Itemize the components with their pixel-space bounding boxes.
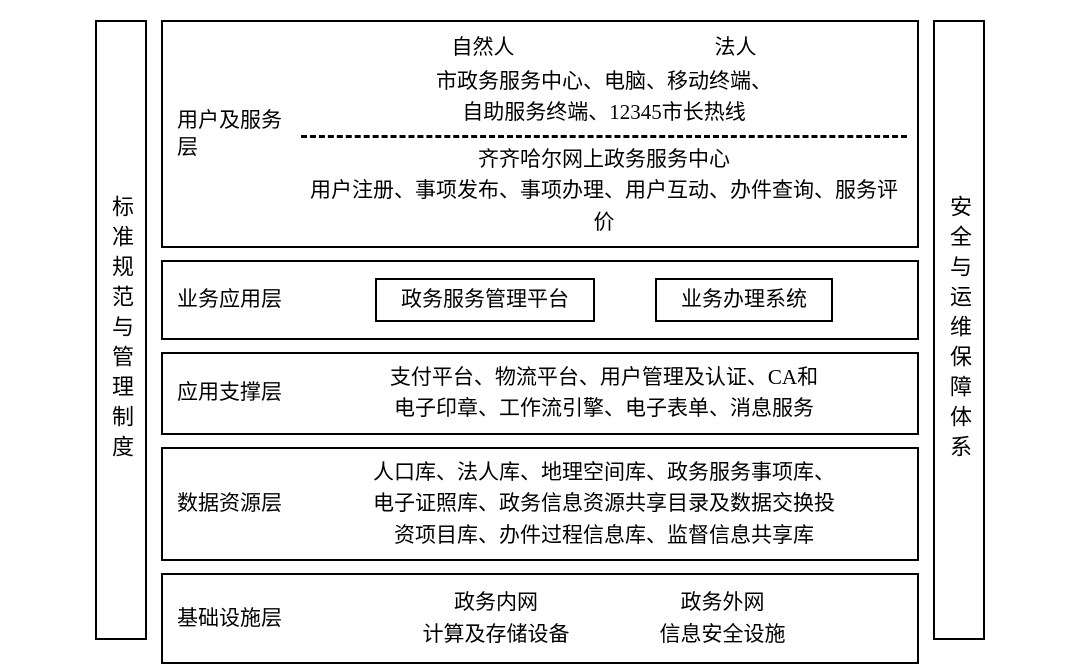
layer-label-text: 基础设施层 [177, 605, 282, 632]
layer-label-text: 用户及服务层 [177, 107, 291, 162]
data-line2: 电子证照库、政务信息资源共享目录及数据交换投 [373, 488, 835, 520]
inner-box-system: 业务办理系统 [655, 278, 833, 322]
layer-user-service: 用户及服务层 自然人 法人 市政务服务中心、电脑、移动终端、 自助服务终端、12… [161, 20, 919, 248]
middle-layers: 用户及服务层 自然人 法人 市政务服务中心、电脑、移动终端、 自助服务终端、12… [161, 20, 919, 640]
channels-line1: 市政务服务中心、电脑、移动终端、 [436, 66, 772, 98]
portal-features: 用户注册、事项发布、事项办理、用户互动、办件查询、服务评价 [301, 175, 907, 238]
right-pillar-label: 安全与运维保障体系 [948, 195, 970, 465]
left-pillar: 标准规范与管理制度 [95, 20, 147, 640]
layer-data-resource: 数据资源层 人口库、法人库、地理空间库、政务服务事项库、 电子证照库、政务信息资… [161, 447, 919, 562]
layer-app-support: 应用支撑层 支付平台、物流平台、用户管理及认证、CA和 电子印章、工作流引擎、电… [161, 352, 919, 435]
layer-label-infrastructure: 基础设施层 [163, 575, 291, 662]
infra-col1: 政务内网 计算及存储设备 [423, 587, 570, 650]
data-line1: 人口库、法人库、地理空间库、政务服务事项库、 [373, 457, 835, 489]
infra-col1-line2: 计算及存储设备 [423, 619, 570, 651]
infra-col2-line1: 政务外网 [660, 587, 786, 619]
layer-label-text: 业务应用层 [177, 286, 282, 313]
app-support-line2: 电子印章、工作流引擎、电子表单、消息服务 [394, 393, 814, 425]
data-line3: 资项目库、办件过程信息库、监督信息共享库 [394, 520, 814, 552]
inner-box-platform: 政务服务管理平台 [375, 278, 595, 322]
channels-line2: 自助服务终端、12345市长热线 [462, 97, 746, 129]
layer-biz-app: 业务应用层 政务服务管理平台 业务办理系统 [161, 260, 919, 340]
layer-infrastructure: 基础设施层 政务内网 计算及存储设备 政务外网 信息安全设施 [161, 573, 919, 664]
layer-body-app-support: 支付平台、物流平台、用户管理及认证、CA和 电子印章、工作流引擎、电子表单、消息… [291, 354, 917, 433]
right-pillar: 安全与运维保障体系 [933, 20, 985, 640]
layer-label-data-resource: 数据资源层 [163, 449, 291, 560]
app-support-line1: 支付平台、物流平台、用户管理及认证、CA和 [390, 362, 818, 394]
left-pillar-label: 标准规范与管理制度 [110, 195, 132, 465]
user-type-natural: 自然人 [452, 32, 515, 64]
portal-title: 齐齐哈尔网上政务服务中心 [478, 144, 730, 176]
layer-label-text: 数据资源层 [177, 490, 282, 517]
architecture-diagram: 标准规范与管理制度 用户及服务层 自然人 法人 市政务服务中心、电脑、移动终端、… [0, 20, 1080, 640]
layer-body-data-resource: 人口库、法人库、地理空间库、政务服务事项库、 电子证照库、政务信息资源共享目录及… [291, 449, 917, 560]
layer-body-user-service: 自然人 法人 市政务服务中心、电脑、移动终端、 自助服务终端、12345市长热线… [291, 22, 917, 246]
user-type-legal: 法人 [715, 32, 757, 64]
infra-col1-line1: 政务内网 [423, 587, 570, 619]
layer-body-infrastructure: 政务内网 计算及存储设备 政务外网 信息安全设施 [291, 575, 917, 662]
user-types-row: 自然人 法人 [301, 32, 907, 64]
layer-label-text: 应用支撑层 [177, 379, 282, 406]
layer-body-biz-app: 政务服务管理平台 业务办理系统 [291, 262, 917, 338]
layer-label-biz-app: 业务应用层 [163, 262, 291, 338]
infra-col2-line2: 信息安全设施 [660, 619, 786, 651]
layer-label-user-service: 用户及服务层 [163, 22, 291, 246]
infra-col2: 政务外网 信息安全设施 [660, 587, 786, 650]
dashed-divider [301, 135, 907, 138]
layer-label-app-support: 应用支撑层 [163, 354, 291, 433]
